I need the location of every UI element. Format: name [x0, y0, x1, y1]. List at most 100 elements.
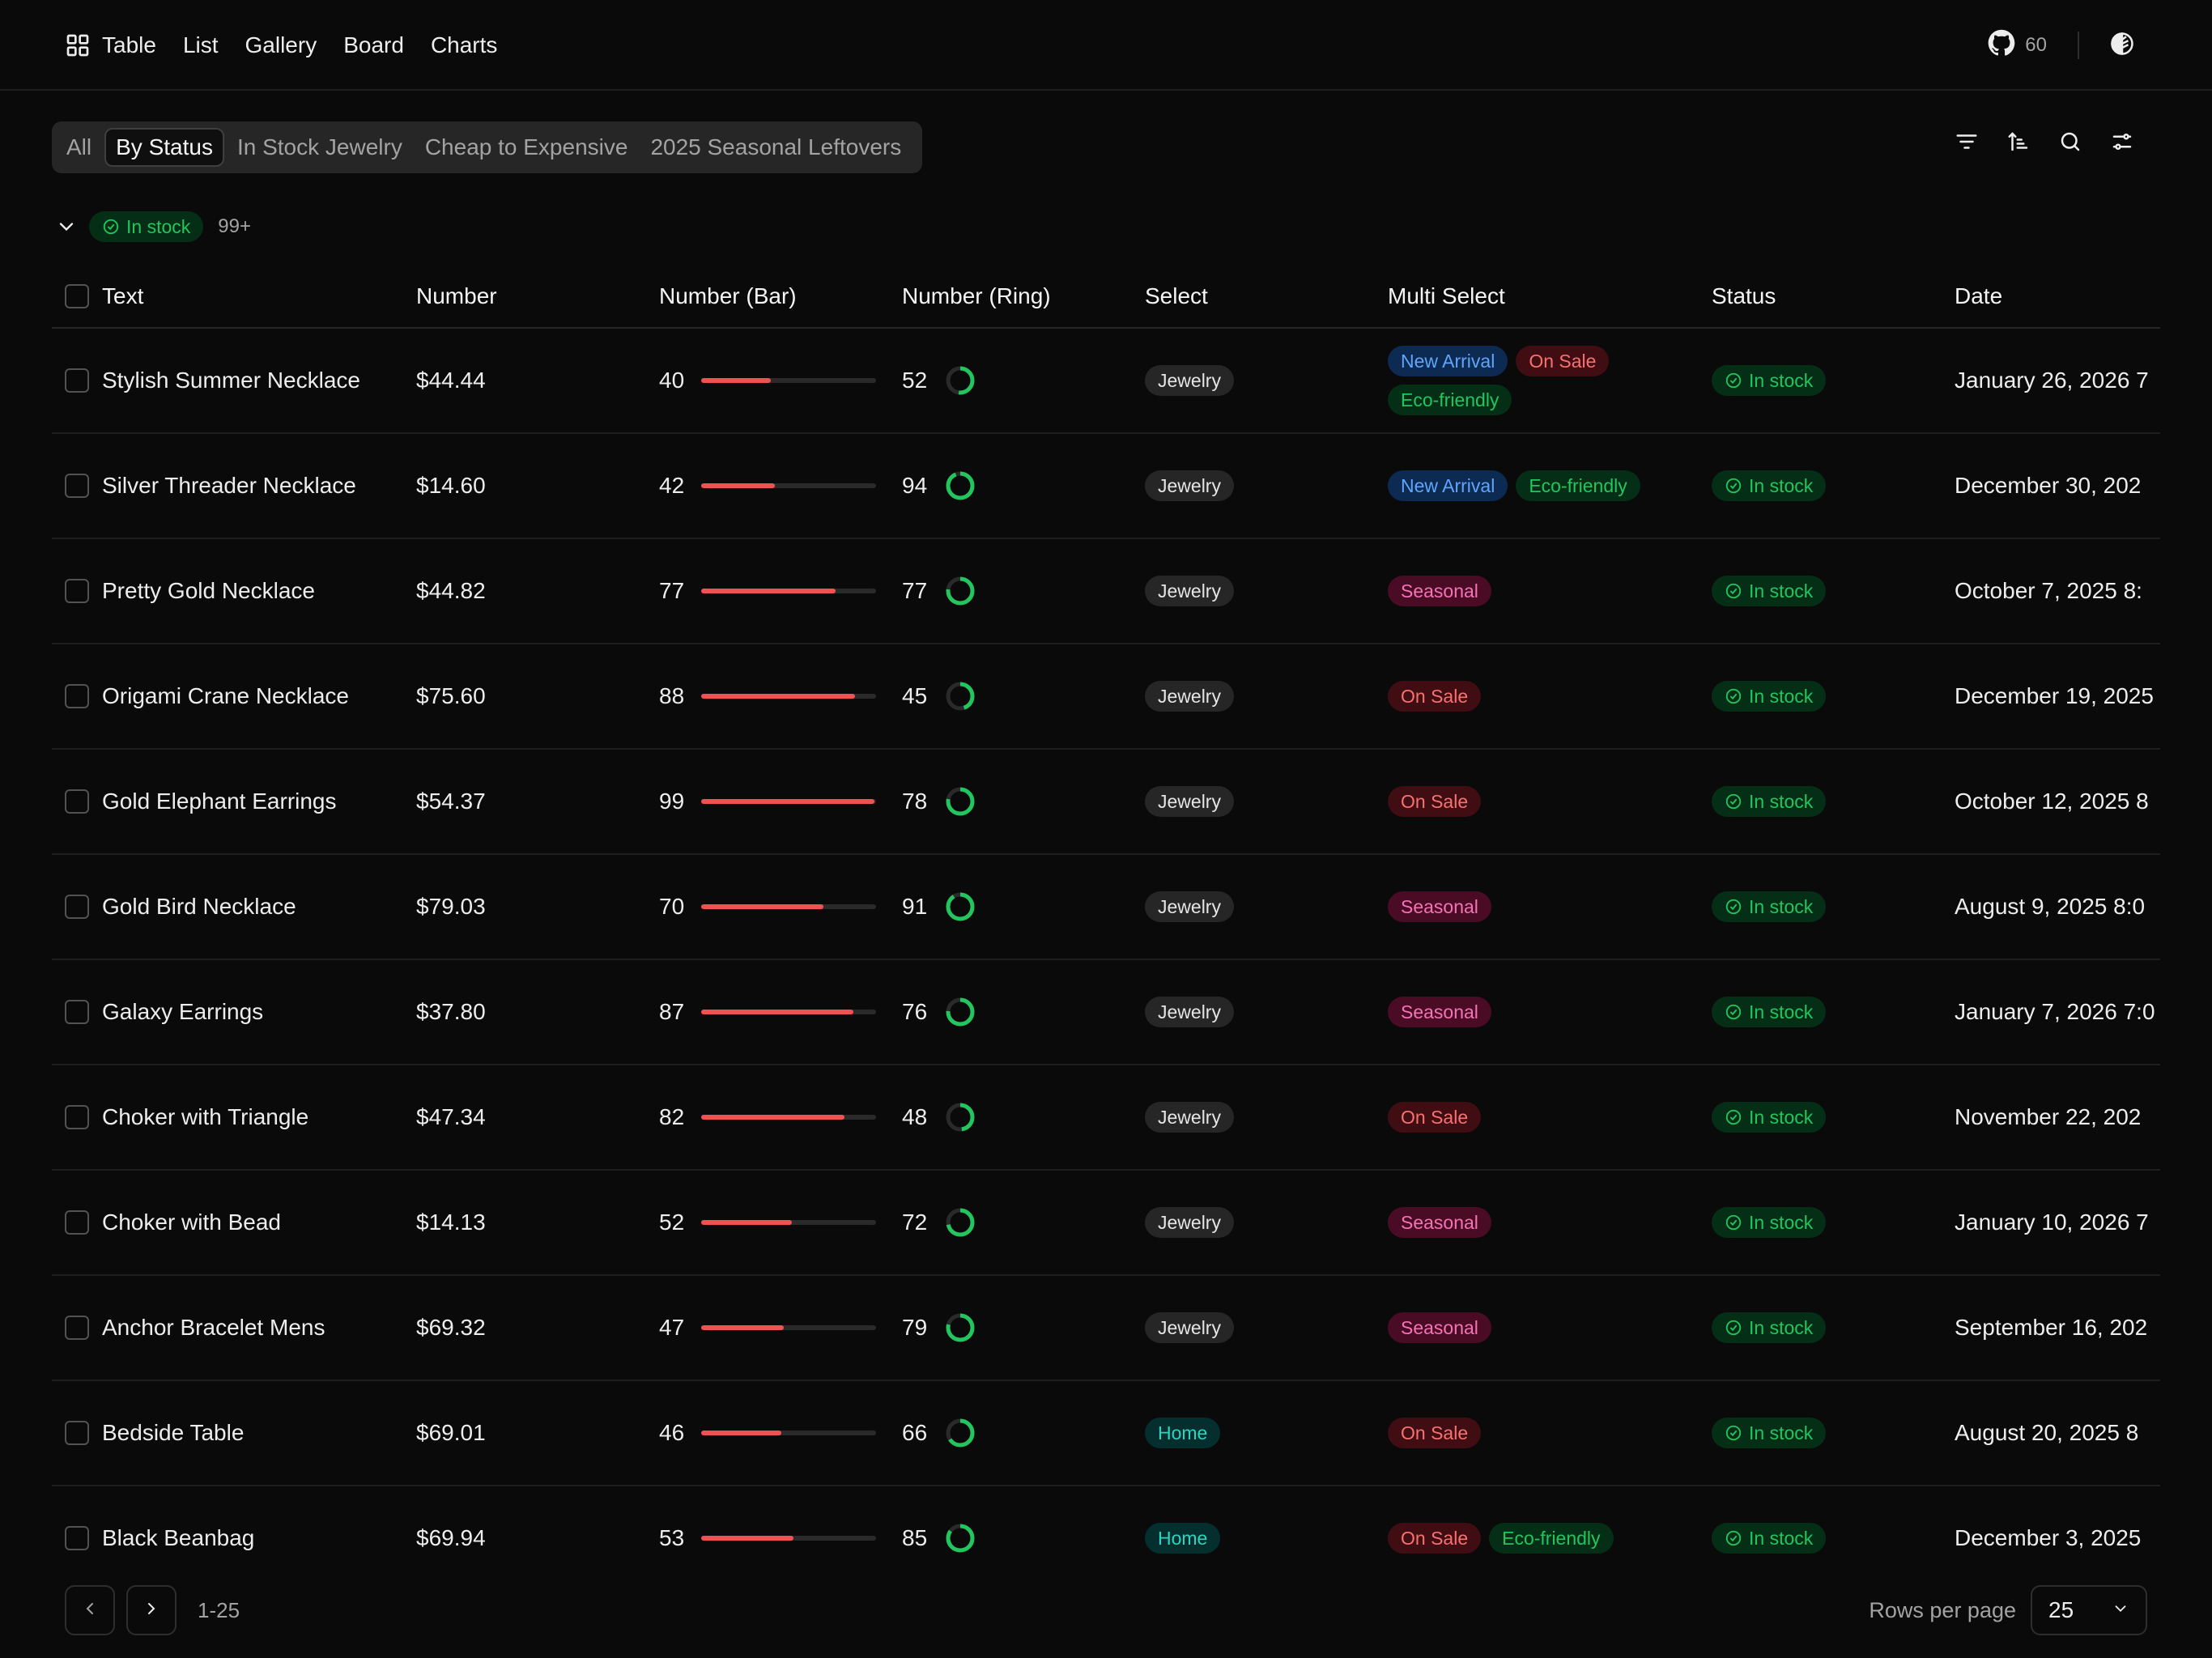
- price-value: $69.01: [416, 1420, 486, 1445]
- row-checkbox[interactable]: [65, 1526, 89, 1550]
- row-checkbox[interactable]: [65, 1000, 89, 1024]
- table-row[interactable]: Anchor Bracelet Mens $69.32 47 79 Jewelry Sea…: [52, 1275, 2160, 1381]
- column-header-number[interactable]: Number: [416, 266, 659, 329]
- select-all-checkbox[interactable]: [65, 284, 89, 308]
- cell-number-bar: 82: [659, 1065, 902, 1171]
- nav-gallery[interactable]: Gallery: [245, 32, 317, 57]
- table-row[interactable]: Pretty Gold Necklace $44.82 77 77 Jewelry Sea…: [52, 538, 2160, 644]
- cell-select: Jewelry: [1145, 959, 1388, 1065]
- filter-button[interactable]: [1953, 130, 1980, 157]
- nav-board[interactable]: Board: [343, 32, 404, 57]
- cell-number-bar: 88: [659, 644, 902, 750]
- table-row[interactable]: Choker with Triangle $47.34 82 48 Jewelry On …: [52, 1065, 2160, 1171]
- multi-select-tag: Seasonal: [1388, 1207, 1491, 1238]
- row-checkbox[interactable]: [65, 895, 89, 919]
- check-circle-icon: [1725, 688, 1742, 704]
- progress-bar-fill: [701, 1536, 794, 1541]
- view-tab-cheap-to-expensive[interactable]: Cheap to Expensive: [424, 134, 628, 159]
- cell-number-bar: 47: [659, 1275, 902, 1381]
- view-tab-seasonal-leftovers[interactable]: 2025 Seasonal Leftovers: [650, 134, 902, 159]
- select-tag: Jewelry: [1145, 365, 1234, 396]
- settings-button[interactable]: [2108, 130, 2136, 157]
- date-value: December 19, 2025: [1955, 683, 2154, 708]
- row-checkbox[interactable]: [65, 579, 89, 603]
- cell-date: October 12, 2025 8: [1955, 749, 2160, 855]
- progress-bar: [701, 589, 876, 593]
- column-header-number-bar[interactable]: Number (Bar): [659, 266, 902, 329]
- cell-select: Jewelry: [1145, 644, 1388, 750]
- github-link[interactable]: 60: [1988, 29, 2047, 62]
- cell-status: In stock: [1712, 433, 1955, 539]
- nav-table[interactable]: Table: [102, 32, 156, 57]
- row-checkbox[interactable]: [65, 1316, 89, 1340]
- cell-date: January 7, 2026 7:0: [1955, 959, 2160, 1065]
- cell-number-bar: 52: [659, 1170, 902, 1276]
- table-row[interactable]: Origami Crane Necklace $75.60 88 45 Jewelry O…: [52, 644, 2160, 750]
- nav-charts[interactable]: Charts: [430, 32, 498, 57]
- cell-text: Choker with Bead: [52, 1170, 416, 1276]
- column-header-select[interactable]: Select: [1145, 266, 1388, 329]
- search-button[interactable]: [2057, 130, 2084, 157]
- cell-date: December 19, 2025: [1955, 644, 2160, 750]
- view-tab-by-status[interactable]: By Status: [104, 128, 224, 167]
- column-header-text[interactable]: Text: [52, 266, 416, 329]
- bar-value: 87: [659, 999, 685, 1024]
- ring-value: 94: [902, 473, 928, 498]
- chevron-right-icon: [142, 1599, 161, 1622]
- view-tab-in-stock-jewelry[interactable]: In Stock Jewelry: [236, 134, 402, 159]
- cell-number-ring: 77: [902, 538, 1145, 644]
- cell-date: August 20, 2025 8: [1955, 1380, 2160, 1486]
- previous-page-button[interactable]: [65, 1585, 115, 1635]
- cell-number: $69.01: [416, 1380, 659, 1486]
- column-header-date[interactable]: Date: [1955, 266, 2160, 329]
- table-row[interactable]: Stylish Summer Necklace $44.44 40 52 Jewelry…: [52, 328, 2160, 434]
- rows-per-page-select[interactable]: 25: [2031, 1585, 2147, 1635]
- cell-multi-select: Seasonal: [1388, 1170, 1712, 1276]
- table-row[interactable]: Gold Elephant Earrings $54.37 99 78 Jewelry O…: [52, 749, 2160, 855]
- table-row[interactable]: Gold Bird Necklace $79.03 70 91 Jewelry Seaso…: [52, 854, 2160, 960]
- cell-number-ring: 94: [902, 433, 1145, 539]
- cell-number-ring: 91: [902, 854, 1145, 960]
- chevron-down-icon[interactable]: [55, 215, 78, 238]
- table-row[interactable]: Galaxy Earrings $37.80 87 76 Jewelry Seasonal…: [52, 959, 2160, 1065]
- date-value: November 22, 202: [1955, 1104, 2142, 1129]
- cell-multi-select: On Sale: [1388, 644, 1712, 750]
- check-circle-icon: [1725, 1425, 1742, 1441]
- ring-value: 78: [902, 789, 928, 814]
- theme-toggle-button[interactable]: [2108, 32, 2136, 59]
- column-header-number-ring[interactable]: Number (Ring): [902, 266, 1145, 329]
- progress-bar: [701, 1325, 876, 1330]
- status-badge: In stock: [1712, 1418, 1827, 1448]
- price-value: $14.60: [416, 473, 486, 498]
- cell-multi-select: New Arrival On Sale Eco-friendly: [1388, 328, 1712, 434]
- row-checkbox[interactable]: [65, 789, 89, 814]
- sort-icon: [2006, 130, 2031, 158]
- cell-text: Choker with Triangle: [52, 1065, 416, 1171]
- cell-multi-select: Seasonal: [1388, 1275, 1712, 1381]
- row-checkbox[interactable]: [65, 368, 89, 393]
- cell-multi-select: On Sale: [1388, 1380, 1712, 1486]
- row-checkbox[interactable]: [65, 1210, 89, 1235]
- cell-number-ring: 45: [902, 644, 1145, 750]
- row-checkbox[interactable]: [65, 684, 89, 708]
- row-title: Origami Crane Necklace: [102, 683, 349, 708]
- cell-number: $75.60: [416, 644, 659, 750]
- nav-list[interactable]: List: [182, 32, 219, 57]
- row-checkbox[interactable]: [65, 1421, 89, 1445]
- table-row[interactable]: Silver Threader Necklace $14.60 42 94 Jewelr…: [52, 433, 2160, 539]
- check-circle-icon: [1725, 583, 1742, 599]
- table-row[interactable]: Bedside Table $69.01 46 66 Home On Sale In sto…: [52, 1380, 2160, 1486]
- price-value: $44.82: [416, 578, 486, 603]
- row-checkbox[interactable]: [65, 1105, 89, 1129]
- view-tab-all[interactable]: All: [66, 134, 92, 159]
- table-row[interactable]: Choker with Bead $14.13 52 72 Jewelry Seasona…: [52, 1170, 2160, 1276]
- cell-multi-select: New Arrival Eco-friendly: [1388, 433, 1712, 539]
- column-header-status[interactable]: Status: [1712, 266, 1955, 329]
- progress-bar-fill: [701, 1325, 784, 1330]
- progress-ring: [946, 1418, 975, 1448]
- row-checkbox[interactable]: [65, 474, 89, 498]
- sort-button[interactable]: [2005, 130, 2032, 157]
- next-page-button[interactable]: [126, 1585, 177, 1635]
- table-row[interactable]: Black Beanbag $69.94 53 85 Home On Sale Eco-fr…: [52, 1486, 2160, 1564]
- column-header-multi-select[interactable]: Multi Select: [1388, 266, 1712, 329]
